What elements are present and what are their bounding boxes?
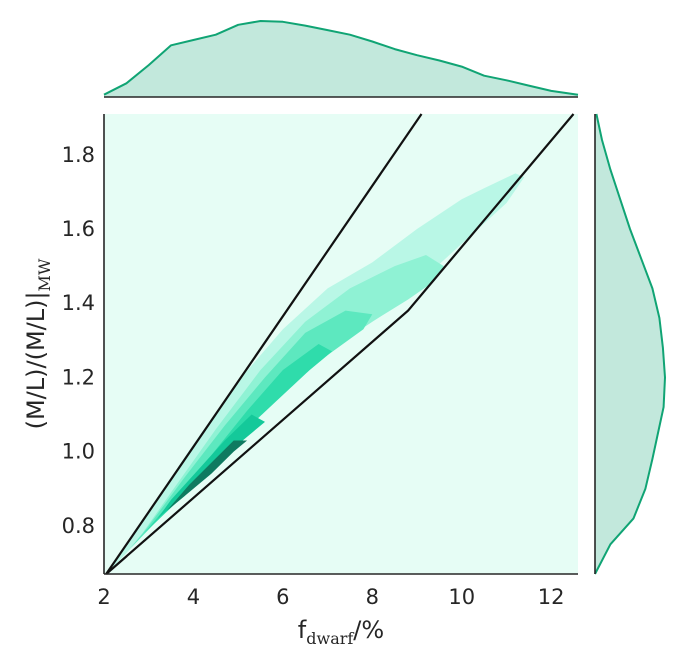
x-marginal-kde <box>103 20 579 97</box>
x-tick-label: 4 <box>187 585 200 609</box>
x-marginal-fill <box>104 21 578 97</box>
x-axis-label-main: f <box>298 616 307 644</box>
y-marginal-kde <box>594 113 666 575</box>
y-marginal-fill <box>595 114 665 574</box>
x-axis-label-sub: dwarf <box>306 629 354 648</box>
x-tick-label: 12 <box>538 585 565 609</box>
boundary-line-2 <box>105 113 575 575</box>
y-tick-label: 1.4 <box>62 291 95 315</box>
y-tick-label: 1.0 <box>62 440 95 464</box>
y-tick-label: 1.6 <box>62 217 95 241</box>
y-tick-label: 1.2 <box>62 365 95 389</box>
y-axis-label-sub: MW <box>35 258 54 291</box>
kde-contour-level-3 <box>130 310 373 548</box>
y-tick-labels: 0.8 1.0 1.2 1.4 1.6 1.8 <box>62 143 95 538</box>
x-tick-label: 8 <box>366 585 379 609</box>
x-tick-label: 2 <box>97 585 110 609</box>
kde-contour-level-6 <box>166 440 248 511</box>
x-tick-label: 6 <box>276 585 289 609</box>
kde-contours <box>106 173 525 574</box>
x-marginal-curve <box>103 20 579 96</box>
x-tick-label: 10 <box>448 585 475 609</box>
y-axis-label-main: (M/L)/(M/L)| <box>22 291 50 429</box>
y-axis-label: (M/L)/(M/L)|MW <box>22 258 54 429</box>
x-axis-label: fdwarf/% <box>298 616 384 648</box>
boundary-line-1 <box>105 113 423 575</box>
x-tick-labels: 2 4 6 8 10 12 <box>97 585 564 609</box>
kde-contour-level-2 <box>117 255 444 563</box>
boundary-lines <box>105 113 575 575</box>
y-marginal-curve <box>594 113 666 575</box>
y-tick-label: 1.8 <box>62 143 95 167</box>
y-tick-label: 0.8 <box>62 514 95 538</box>
x-axis-label-tail: /% <box>353 616 384 644</box>
